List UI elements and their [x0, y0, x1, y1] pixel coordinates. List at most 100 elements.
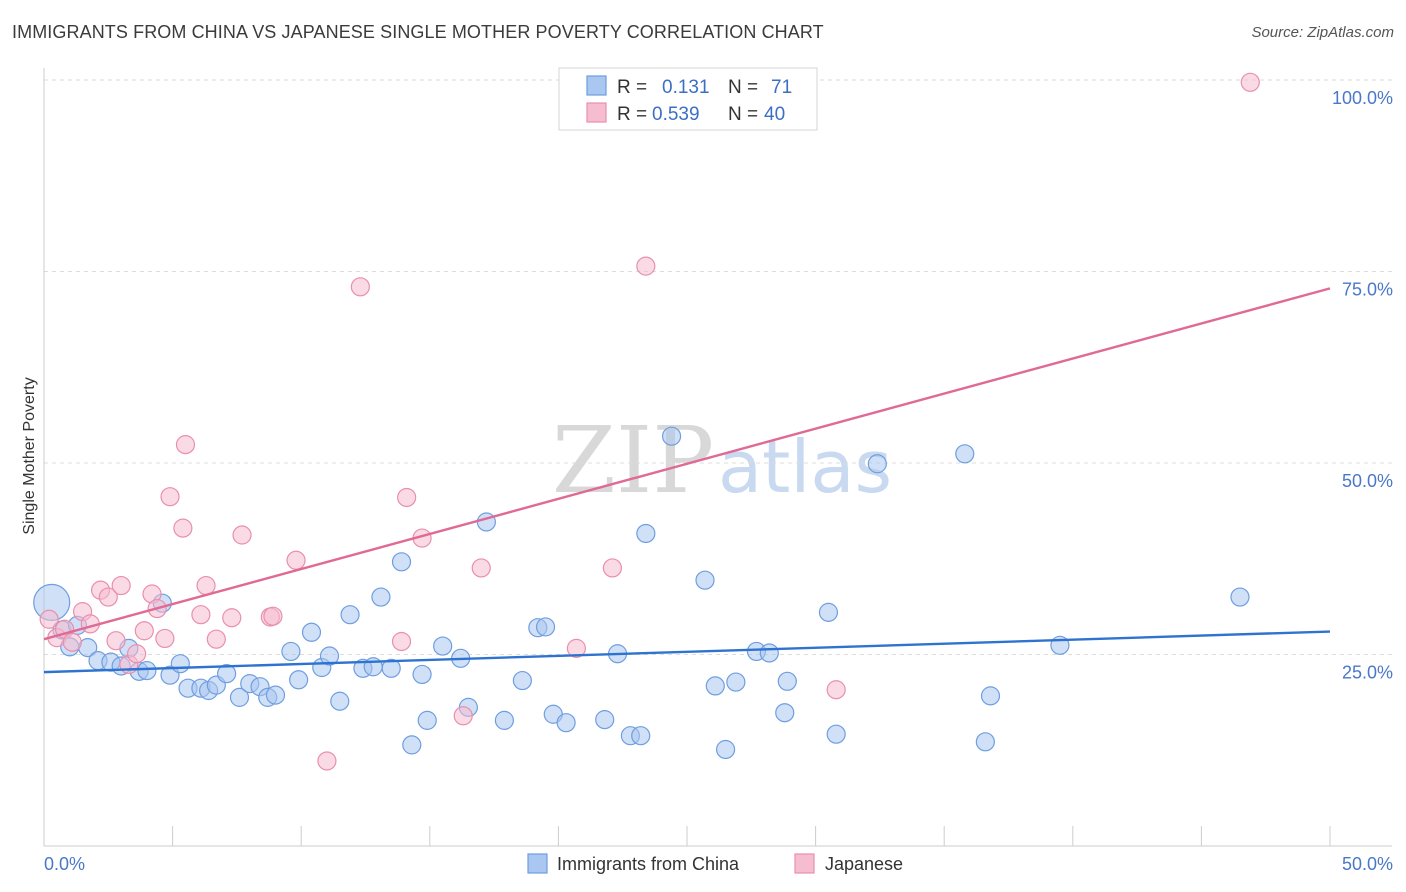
point-china-29 — [330, 691, 350, 711]
point-japanese-19 — [191, 605, 211, 625]
point-china-26 — [301, 622, 322, 642]
point-china-58 — [726, 672, 746, 692]
point-china-44 — [512, 670, 532, 691]
point-china-62 — [777, 671, 797, 691]
point-china-53 — [636, 523, 656, 544]
legend-n-label-china: N = — [728, 77, 758, 98]
legend-n-label-japanese: N = — [728, 104, 758, 125]
point-japanese-8 — [106, 631, 126, 651]
point-china-33 — [371, 587, 391, 607]
point-china-36 — [402, 735, 422, 755]
point-china-56 — [705, 676, 725, 696]
point-china-24 — [281, 641, 301, 662]
point-china-67 — [975, 732, 995, 752]
point-japanese-18 — [175, 435, 196, 455]
point-japanese-15 — [155, 628, 175, 649]
point-japanese-16 — [160, 487, 180, 507]
point-japanese-36 — [636, 256, 656, 276]
bottom-legend-swatch-china — [527, 853, 548, 874]
point-china-64 — [826, 724, 846, 744]
point-japanese-7 — [98, 587, 118, 607]
point-china-65 — [867, 454, 887, 474]
point-china-61 — [775, 703, 795, 723]
legend-r-value-china: 0.131 — [662, 77, 710, 98]
point-china-38 — [417, 710, 437, 730]
legend-swatch-japanese — [586, 102, 607, 123]
trend-lines — [43, 287, 1331, 674]
y-tick-label-2: 75.0% — [1342, 280, 1393, 300]
point-japanese-35 — [602, 558, 623, 578]
point-japanese-29 — [391, 631, 412, 652]
source-credit: Source: ZipAtlas.com — [1251, 24, 1394, 41]
bottom-legend-label-china: Immigrants from China — [557, 854, 740, 874]
chart-title: IMMIGRANTS FROM CHINA VS JAPANESE SINGLE… — [12, 22, 824, 42]
point-china-30 — [340, 605, 360, 625]
point-japanese-30 — [397, 487, 417, 508]
x-axis-tick-labels: 0.0% 50.0% — [44, 854, 1393, 874]
legend-r-value-japanese: 0.539 — [652, 104, 700, 125]
y-tick-label-3: 100.0% — [1332, 88, 1393, 108]
point-japanese-20 — [196, 575, 216, 596]
point-china-70 — [1230, 587, 1250, 607]
trend-line-japanese — [43, 287, 1331, 641]
point-china-68 — [980, 686, 1001, 706]
point-japanese-23 — [232, 525, 252, 545]
point-china-13 — [170, 654, 190, 674]
point-japanese-38 — [1240, 72, 1260, 92]
y-axis-title: Single Mother Poverty — [21, 377, 38, 534]
point-japanese-21 — [206, 629, 226, 649]
trend-line-china — [43, 630, 1331, 674]
point-china-23 — [265, 685, 286, 705]
point-japanese-17 — [173, 518, 193, 538]
legend-n-value-japanese: 40 — [764, 104, 785, 125]
point-japanese-12 — [134, 621, 154, 641]
point-japanese-25 — [263, 606, 283, 626]
point-china-49 — [595, 710, 615, 730]
watermark: ZIP atlas — [552, 407, 892, 514]
point-japanese-26 — [286, 550, 306, 570]
point-china-57 — [715, 739, 736, 760]
point-china-10 — [137, 660, 157, 681]
point-japanese-0 — [39, 609, 59, 629]
legend-r-label-japanese: R = — [617, 104, 647, 125]
point-china-34 — [381, 658, 401, 678]
point-china-60 — [759, 643, 779, 663]
legend-swatch-china — [586, 75, 607, 96]
legend-box: R = 0.131 N = 71 R = 0.539 N = 40 — [558, 67, 818, 131]
bottom-legend-label-japanese: Japanese — [825, 854, 903, 874]
bottom-legend-swatch-japanese — [794, 853, 815, 874]
point-japanese-37 — [826, 680, 846, 700]
point-china-39 — [433, 636, 453, 656]
point-japanese-28 — [350, 277, 370, 297]
legend-n-value-china: 71 — [771, 77, 792, 98]
point-china-43 — [494, 710, 514, 730]
watermark-zip: ZIP — [552, 407, 714, 514]
point-japanese-33 — [471, 558, 491, 578]
bottom-legend: Immigrants from China Japanese — [527, 853, 903, 874]
series-immigrants-from-china-points — [33, 426, 1250, 760]
point-japanese-11 — [126, 644, 147, 664]
point-china-35 — [391, 552, 412, 572]
watermark-atlas: atlas — [718, 425, 892, 509]
x-tick-label-1: 50.0% — [1342, 854, 1393, 874]
point-japanese-9 — [111, 575, 131, 596]
point-japanese-3 — [62, 632, 82, 652]
point-china-18 — [217, 664, 237, 684]
point-japanese-22 — [222, 608, 242, 628]
y-tick-label-0: 25.0% — [1342, 663, 1393, 683]
point-china-63 — [818, 602, 839, 622]
point-japanese-27 — [317, 751, 337, 771]
point-china-66 — [955, 444, 975, 464]
point-china-52 — [631, 726, 651, 746]
point-china-25 — [289, 670, 309, 690]
point-china-46 — [535, 617, 556, 637]
point-china-28 — [319, 646, 340, 666]
gridlines — [44, 79, 1392, 655]
y-axis-tick-labels: 25.0% 50.0% 75.0% 100.0% — [1332, 88, 1393, 683]
x-tick-label-0: 0.0% — [44, 854, 85, 874]
point-china-19 — [229, 687, 250, 707]
point-china-54 — [661, 426, 682, 446]
point-china-48 — [556, 713, 576, 733]
point-japanese-32 — [453, 706, 473, 726]
y-tick-label-1: 50.0% — [1342, 471, 1393, 491]
